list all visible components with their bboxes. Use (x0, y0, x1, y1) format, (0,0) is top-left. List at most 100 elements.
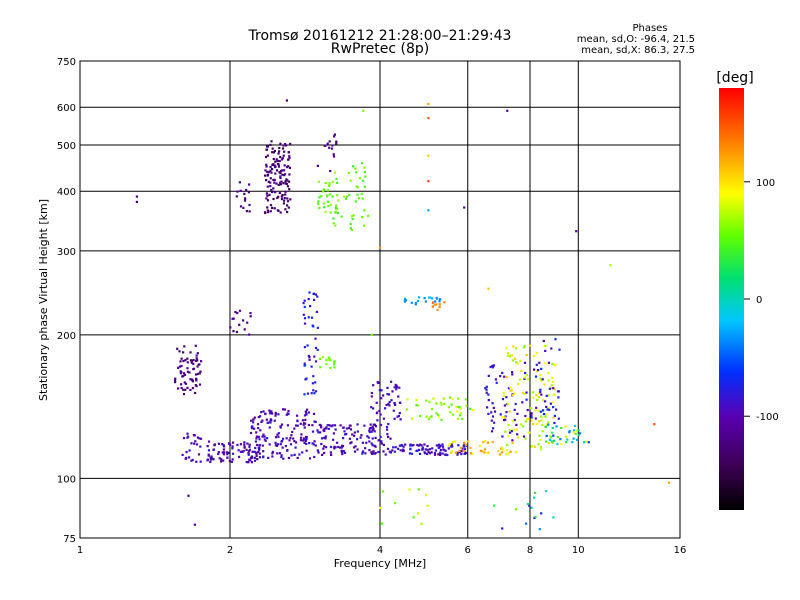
data-point (487, 374, 490, 377)
data-point (544, 349, 547, 352)
data-point (382, 394, 385, 397)
data-point (575, 230, 578, 233)
data-point (319, 366, 322, 369)
data-point (182, 359, 185, 363)
data-point (552, 516, 555, 519)
data-point (326, 195, 329, 198)
data-point (551, 427, 554, 430)
data-point (374, 425, 377, 428)
data-point (198, 437, 201, 440)
data-point (381, 522, 384, 525)
data-point (363, 209, 366, 212)
data-point (553, 421, 556, 425)
data-point (371, 425, 374, 428)
data-point (511, 373, 514, 376)
data-point (324, 210, 327, 213)
data-point (314, 337, 317, 340)
data-point (535, 406, 538, 409)
data-point (184, 359, 187, 362)
x-tick-label: 4 (377, 545, 383, 556)
data-point (538, 420, 541, 423)
data-point (547, 394, 550, 397)
data-point (294, 446, 297, 449)
data-point (328, 182, 331, 185)
data-point (316, 295, 319, 298)
data-point (356, 438, 359, 441)
data-point (320, 442, 323, 446)
data-point (397, 414, 400, 418)
data-point (185, 451, 188, 454)
data-point (285, 437, 288, 440)
data-point (418, 452, 422, 455)
data-point (305, 442, 308, 445)
data-point (427, 102, 430, 105)
y-tick-label: 75 (63, 534, 76, 545)
data-point (530, 416, 533, 419)
data-point (258, 448, 261, 451)
data-point (378, 389, 381, 392)
data-point (266, 185, 269, 188)
data-point (384, 407, 387, 410)
data-point (319, 424, 322, 427)
data-point (269, 410, 272, 413)
data-point (239, 443, 242, 446)
data-point (565, 441, 568, 444)
data-point (553, 439, 556, 442)
data-point (307, 411, 310, 414)
data-point (379, 413, 382, 416)
data-point (415, 449, 418, 452)
data-point (463, 452, 466, 455)
data-point (274, 165, 277, 168)
data-point (265, 165, 268, 168)
y-tick-label: 600 (57, 103, 76, 114)
data-point (253, 416, 256, 419)
data-point (286, 204, 289, 207)
data-point (409, 444, 412, 447)
data-point (548, 387, 551, 390)
data-point (280, 198, 284, 201)
data-point (277, 413, 280, 416)
data-point (343, 451, 347, 454)
data-point (280, 195, 283, 198)
data-point (523, 344, 526, 348)
data-point (321, 356, 324, 359)
data-point (135, 200, 138, 203)
data-point (431, 301, 435, 304)
data-point (299, 439, 302, 442)
data-point (465, 452, 468, 455)
data-point (254, 446, 257, 450)
data-point (491, 441, 494, 444)
data-point (397, 447, 400, 450)
data-point (279, 425, 282, 428)
data-point (192, 434, 195, 437)
data-point (466, 444, 469, 447)
data-point (539, 410, 542, 413)
data-point (277, 165, 281, 168)
data-point (485, 388, 488, 391)
data-point (312, 375, 315, 378)
data-point (295, 441, 298, 444)
data-point (483, 451, 486, 454)
data-point (509, 431, 512, 434)
data-point (277, 183, 280, 186)
data-point (182, 437, 186, 440)
data-point (293, 453, 296, 456)
data-point (356, 423, 359, 426)
data-point (271, 455, 274, 458)
data-point (332, 153, 335, 156)
data-point (246, 321, 249, 324)
x-tick-label: 8 (527, 545, 533, 556)
data-point (180, 357, 183, 360)
data-point (390, 399, 393, 402)
data-point (523, 376, 527, 379)
data-point (270, 140, 273, 143)
data-point (386, 428, 389, 431)
data-point (516, 433, 519, 436)
data-point (296, 419, 299, 422)
data-point (490, 419, 493, 422)
data-point (486, 441, 490, 444)
data-point (368, 449, 371, 452)
data-point (427, 209, 430, 212)
data-point (313, 355, 316, 358)
data-point (350, 228, 354, 232)
